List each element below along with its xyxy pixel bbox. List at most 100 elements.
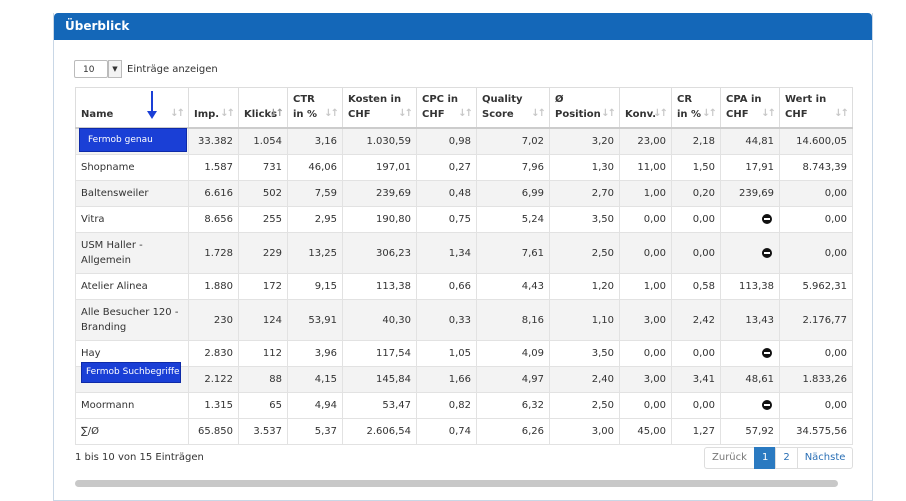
horizontal-scrollbar[interactable]: [75, 480, 838, 487]
column-header-label: CHF: [422, 109, 445, 120]
table-cell: 7,96: [476, 154, 550, 181]
table-cell: 197,01: [342, 154, 417, 181]
table-cell: 5.962,31: [779, 273, 853, 300]
no-entry-icon: [762, 348, 772, 358]
table-cell: 1.880: [188, 273, 239, 300]
column-header-9[interactable]: CR in % ↓↑: [671, 87, 721, 129]
table-cell: 14.600,05: [779, 127, 853, 155]
table-row[interactable]: Alle Besucher 120 - Branding 230 124 53,91 4…: [75, 299, 853, 341]
sort-icon: ↓↑: [269, 108, 284, 119]
table-cell: 1.054: [238, 127, 288, 155]
table-cell: 0,00: [619, 340, 672, 367]
column-header-3[interactable]: CTR in % ↓↑: [287, 87, 343, 129]
table-cell: 4,15: [287, 366, 343, 393]
table-cell: 0,00: [671, 232, 721, 274]
sort-icon: ↓↑: [458, 108, 473, 119]
column-header-2[interactable]: Klicks ↓↑: [238, 87, 288, 129]
page-1-button[interactable]: 1: [753, 447, 777, 469]
table-cell: 8.743,39: [779, 154, 853, 181]
table-row[interactable]: Baltensweiler 6.616 502 7,59 239,69 0,48 6,99 2…: [75, 180, 853, 207]
next-page-button[interactable]: Nächste: [796, 447, 854, 469]
sort-icon: ↓↑: [653, 108, 668, 119]
totals-cell: 65.850: [188, 418, 239, 445]
no-entry-icon: [762, 400, 772, 410]
table-cell: 0,00: [779, 206, 853, 233]
table-cell: 7,59: [287, 180, 343, 207]
table-row[interactable]: Vitra 8.656 255 2,95 190,80 0,75 5,24 3,50 0,00 0…: [75, 206, 853, 233]
table-cell: 0,00: [619, 206, 672, 233]
table-cell: 0,82: [416, 392, 477, 419]
table-row[interactable]: Shopname 1.587 731 46,06 197,01 0,27 7,96 1,30 1…: [75, 154, 853, 181]
sort-icon: ↓↑: [834, 108, 849, 119]
table-cell: 9,15: [287, 273, 343, 300]
table-cell: 65: [238, 392, 288, 419]
table-cell: 1.315: [188, 392, 239, 419]
table-cell: 1.030,59: [342, 127, 417, 155]
table-cell: 0,75: [416, 206, 477, 233]
column-header-label: in %: [677, 109, 702, 120]
table-cell: 117,54: [342, 340, 417, 367]
column-header-7[interactable]: Ø Position ↓↑: [549, 87, 620, 129]
table-cell: 0,00: [779, 392, 853, 419]
page-2-button[interactable]: 2: [775, 447, 798, 469]
table-cell: 3,00: [619, 299, 672, 341]
column-header-8[interactable]: Konv. ↓↑: [619, 87, 672, 129]
column-header-0[interactable]: Name ↓↑: [75, 87, 189, 129]
table-cell: 0,20: [671, 180, 721, 207]
table-cell: 0,00: [671, 340, 721, 367]
table-row[interactable]: Hay 2.830 112 3,96 117,54 1,05 4,09 3,50 0,00 0,0…: [75, 340, 853, 367]
table-cell: 190,80: [342, 206, 417, 233]
column-header-11[interactable]: Wert in CHF ↓↑: [779, 87, 853, 129]
table-cell: 1,05: [416, 340, 477, 367]
table-cell: 255: [238, 206, 288, 233]
table-row[interactable]: 33.382 1.054 3,16 1.030,59 0,98 7,02 3,20 23,00…: [75, 127, 853, 155]
table-cell: 113,38: [720, 273, 780, 300]
table-cell: 5,24: [476, 206, 550, 233]
table-row[interactable]: 2.122 88 4,15 145,84 1,66 4,97 2,40 3,00 3,41 48,…: [75, 366, 853, 393]
table-cell: 2,95: [287, 206, 343, 233]
totals-row: ∑/Ø 65.850 3.537 5,37 2.606,54 0,74 6,26 3,00 45…: [75, 418, 853, 445]
sort-icon: ↓↑: [220, 108, 235, 119]
totals-cell: 45,00: [619, 418, 672, 445]
column-header-1[interactable]: Imp. ↓↑: [188, 87, 239, 129]
sort-icon: ↓↑: [324, 108, 339, 119]
chevron-down-icon[interactable]: ▼: [108, 60, 122, 78]
table-cell: 0,27: [416, 154, 477, 181]
table-cell: 0,66: [416, 273, 477, 300]
table-cell: 1,00: [619, 180, 672, 207]
table-cell: 8.656: [188, 206, 239, 233]
table-cell: Atelier Alinea: [75, 273, 189, 300]
previous-page-button[interactable]: Zurück: [704, 447, 755, 469]
column-header-4[interactable]: Kosten in CHF ↓↑: [342, 87, 417, 129]
table-cell: 0,00: [619, 392, 672, 419]
column-header-5[interactable]: CPC in CHF ↓↑: [416, 87, 477, 129]
table-row[interactable]: Moormann 1.315 65 4,94 53,47 0,82 6,32 2,50 0,00…: [75, 392, 853, 419]
sort-icon: ↓↑: [761, 108, 776, 119]
table-row[interactable]: Atelier Alinea 1.880 172 9,15 113,38 0,66 4,43…: [75, 273, 853, 300]
table-cell: 2,70: [549, 180, 620, 207]
table-cell: 3,50: [549, 206, 620, 233]
column-header-label: Name: [81, 109, 114, 120]
column-header-6[interactable]: Quality Score ↓↑: [476, 87, 550, 129]
table-cell: [720, 206, 780, 233]
table-cell: 40,30: [342, 299, 417, 341]
column-header-label: CR: [677, 94, 693, 105]
table-cell: 0,00: [671, 392, 721, 419]
column-header-label: Ø: [555, 94, 564, 105]
table-cell: 239,69: [342, 180, 417, 207]
table-row[interactable]: USM Haller - Allgemein 1.728 229 13,25 306,2…: [75, 232, 853, 274]
table-cell: 33.382: [188, 127, 239, 155]
table-cell: 8,16: [476, 299, 550, 341]
table-cell: 1,50: [671, 154, 721, 181]
table-cell: 1.833,26: [779, 366, 853, 393]
column-header-label: Konv.: [625, 109, 657, 120]
table-cell: 230: [188, 299, 239, 341]
totals-cell: 5,37: [287, 418, 343, 445]
table-cell: 1.587: [188, 154, 239, 181]
table-cell: Baltensweiler: [75, 180, 189, 207]
column-header-10[interactable]: CPA in CHF ↓↑: [720, 87, 780, 129]
column-header-label: Position: [555, 109, 601, 120]
column-header-label: CHF: [785, 109, 808, 120]
entries-select[interactable]: 10: [74, 60, 108, 78]
column-header-label: CPC in: [422, 94, 459, 105]
